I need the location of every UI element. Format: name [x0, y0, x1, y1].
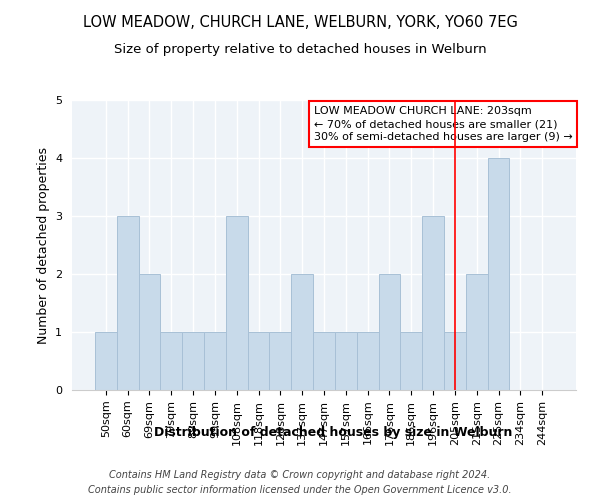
Text: LOW MEADOW CHURCH LANE: 203sqm
← 70% of detached houses are smaller (21)
30% of : LOW MEADOW CHURCH LANE: 203sqm ← 70% of … [314, 106, 572, 142]
Bar [139, 274, 160, 390]
Bar [313, 332, 335, 390]
Bar [488, 158, 509, 390]
Text: Contains HM Land Registry data © Crown copyright and database right 2024.: Contains HM Land Registry data © Crown c… [109, 470, 491, 480]
Bar [248, 332, 269, 390]
Y-axis label: Number of detached properties: Number of detached properties [37, 146, 50, 344]
Bar [204, 332, 226, 390]
Bar [357, 332, 379, 390]
Bar [291, 274, 313, 390]
Bar [400, 332, 422, 390]
Text: LOW MEADOW, CHURCH LANE, WELBURN, YORK, YO60 7EG: LOW MEADOW, CHURCH LANE, WELBURN, YORK, … [83, 15, 517, 30]
Bar [422, 216, 444, 390]
Bar [160, 332, 182, 390]
Bar [379, 274, 400, 390]
Bar [466, 274, 488, 390]
Text: Size of property relative to detached houses in Welburn: Size of property relative to detached ho… [113, 42, 487, 56]
Bar [444, 332, 466, 390]
Text: Distribution of detached houses by size in Welburn: Distribution of detached houses by size … [154, 426, 512, 439]
Bar [95, 332, 117, 390]
Bar [226, 216, 248, 390]
Bar [117, 216, 139, 390]
Bar [182, 332, 204, 390]
Bar [335, 332, 357, 390]
Bar [269, 332, 291, 390]
Text: Contains public sector information licensed under the Open Government Licence v3: Contains public sector information licen… [88, 485, 512, 495]
